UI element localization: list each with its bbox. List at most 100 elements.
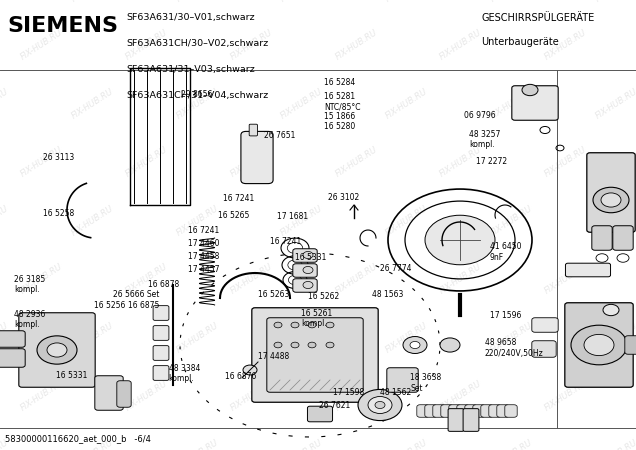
Text: FIX-HUB.RU: FIX-HUB.RU [279, 0, 325, 4]
Text: FIX-HUB.RU: FIX-HUB.RU [489, 0, 535, 4]
Text: 26 3185
kompl.: 26 3185 kompl. [14, 274, 45, 294]
Text: SF63A631CH/31–V04,schwarz: SF63A631CH/31–V04,schwarz [126, 91, 268, 100]
FancyBboxPatch shape [481, 405, 493, 417]
FancyBboxPatch shape [532, 318, 558, 332]
Text: FIX-HUB.RU: FIX-HUB.RU [0, 0, 10, 4]
FancyBboxPatch shape [449, 405, 461, 417]
Circle shape [274, 322, 282, 328]
Circle shape [603, 304, 619, 315]
Text: FIX-HUB.RU: FIX-HUB.RU [18, 145, 64, 179]
Text: Unterbaugeräte: Unterbaugeräte [481, 37, 559, 47]
Text: 16 6875: 16 6875 [128, 301, 160, 310]
Text: 17 1598: 17 1598 [333, 388, 364, 397]
Text: FIX-HUB.RU: FIX-HUB.RU [333, 28, 379, 62]
Text: 17 4457: 17 4457 [188, 265, 220, 274]
Text: 06 9796: 06 9796 [464, 111, 496, 120]
Text: 17 1681: 17 1681 [277, 212, 308, 221]
Circle shape [358, 389, 402, 421]
FancyBboxPatch shape [505, 405, 517, 417]
Text: FIX-HUB.RU: FIX-HUB.RU [543, 145, 589, 179]
Circle shape [584, 334, 614, 356]
Text: 48 3384
kompl.: 48 3384 kompl. [169, 364, 200, 383]
FancyBboxPatch shape [153, 326, 169, 340]
Text: FIX-HUB.RU: FIX-HUB.RU [69, 437, 115, 450]
Text: 16 5265: 16 5265 [218, 212, 249, 220]
Text: FIX-HUB.RU: FIX-HUB.RU [174, 86, 220, 121]
Text: FIX-HUB.RU: FIX-HUB.RU [333, 262, 379, 296]
Text: 16 5331: 16 5331 [56, 371, 87, 380]
Text: FIX-HUB.RU: FIX-HUB.RU [543, 262, 589, 296]
Text: 16 5261
kompl.: 16 5261 kompl. [301, 309, 333, 328]
Text: 16 5284: 16 5284 [324, 78, 356, 87]
Text: FIX-HUB.RU: FIX-HUB.RU [69, 86, 115, 121]
Text: 48 2936
kompl.: 48 2936 kompl. [14, 310, 45, 329]
Text: FIX-HUB.RU: FIX-HUB.RU [489, 86, 535, 121]
Text: FIX-HUB.RU: FIX-HUB.RU [174, 0, 220, 4]
FancyBboxPatch shape [463, 409, 479, 432]
FancyBboxPatch shape [465, 405, 477, 417]
Text: FIX-HUB.RU: FIX-HUB.RU [489, 320, 535, 355]
Text: FIX-HUB.RU: FIX-HUB.RU [438, 28, 484, 62]
Text: 26 7651: 26 7651 [264, 130, 295, 140]
FancyBboxPatch shape [19, 313, 95, 387]
Circle shape [308, 322, 316, 328]
FancyBboxPatch shape [497, 405, 509, 417]
Text: FIX-HUB.RU: FIX-HUB.RU [489, 203, 535, 238]
Text: 16 6876: 16 6876 [225, 372, 256, 381]
Text: FIX-HUB.RU: FIX-HUB.RU [384, 0, 430, 4]
FancyBboxPatch shape [293, 279, 317, 292]
Text: GESCHIRRSPÜLGERÄTE: GESCHIRRSPÜLGERÄTE [481, 13, 595, 22]
Text: 26 3102: 26 3102 [328, 193, 359, 202]
Text: FIX-HUB.RU: FIX-HUB.RU [0, 437, 10, 450]
FancyBboxPatch shape [613, 226, 633, 250]
FancyBboxPatch shape [457, 405, 469, 417]
Text: 41 6450
9nF: 41 6450 9nF [490, 242, 522, 261]
Text: FIX-HUB.RU: FIX-HUB.RU [279, 86, 325, 121]
Text: FIX-HUB.RU: FIX-HUB.RU [228, 28, 274, 62]
FancyBboxPatch shape [249, 124, 258, 136]
FancyBboxPatch shape [153, 346, 169, 360]
Circle shape [291, 322, 299, 328]
Circle shape [410, 342, 420, 349]
Text: 17 2272: 17 2272 [476, 158, 507, 166]
Text: 16 5258: 16 5258 [43, 209, 74, 218]
Text: FIX-HUB.RU: FIX-HUB.RU [69, 320, 115, 355]
Text: SF63A631CH/30–V02,schwarz: SF63A631CH/30–V02,schwarz [126, 39, 268, 48]
FancyBboxPatch shape [592, 226, 612, 250]
Text: FIX-HUB.RU: FIX-HUB.RU [384, 203, 430, 238]
Text: SF63A631/31–V03,schwarz: SF63A631/31–V03,schwarz [126, 65, 254, 74]
Text: 17 4488: 17 4488 [258, 352, 289, 361]
Text: 16 7241: 16 7241 [223, 194, 254, 203]
FancyBboxPatch shape [95, 376, 123, 410]
Text: FIX-HUB.RU: FIX-HUB.RU [228, 145, 274, 179]
FancyBboxPatch shape [387, 368, 418, 392]
Text: 16 5280: 16 5280 [324, 122, 356, 131]
Text: 26 7774: 26 7774 [380, 264, 412, 273]
Text: FIX-HUB.RU: FIX-HUB.RU [279, 437, 325, 450]
FancyBboxPatch shape [448, 409, 464, 432]
FancyBboxPatch shape [565, 263, 611, 277]
Text: FIX-HUB.RU: FIX-HUB.RU [0, 203, 10, 238]
Text: FIX-HUB.RU: FIX-HUB.RU [18, 379, 64, 413]
Text: FIX-HUB.RU: FIX-HUB.RU [123, 145, 169, 179]
Text: 26 5666 Set: 26 5666 Set [113, 290, 160, 299]
Text: 16 6878: 16 6878 [148, 280, 179, 289]
Text: 48 1563: 48 1563 [372, 290, 403, 299]
Text: 58300000116620_aet_000_b   -6/4: 58300000116620_aet_000_b -6/4 [5, 434, 151, 443]
Text: FIX-HUB.RU: FIX-HUB.RU [489, 437, 535, 450]
Text: FIX-HUB.RU: FIX-HUB.RU [333, 145, 379, 179]
Text: FIX-HUB.RU: FIX-HUB.RU [228, 379, 274, 413]
Text: FIX-HUB.RU: FIX-HUB.RU [438, 379, 484, 413]
Circle shape [291, 342, 299, 348]
Text: 16 5262: 16 5262 [308, 292, 339, 301]
Text: 26 3113: 26 3113 [43, 153, 74, 162]
FancyBboxPatch shape [307, 406, 333, 422]
Text: 48 1562: 48 1562 [380, 388, 411, 397]
Text: FIX-HUB.RU: FIX-HUB.RU [69, 0, 115, 4]
FancyBboxPatch shape [441, 405, 453, 417]
Text: FIX-HUB.RU: FIX-HUB.RU [18, 262, 64, 296]
Text: 48 9658
220/240V,50Hz: 48 9658 220/240V,50Hz [485, 338, 543, 358]
Circle shape [425, 215, 495, 265]
Circle shape [326, 342, 334, 348]
FancyBboxPatch shape [252, 308, 378, 402]
